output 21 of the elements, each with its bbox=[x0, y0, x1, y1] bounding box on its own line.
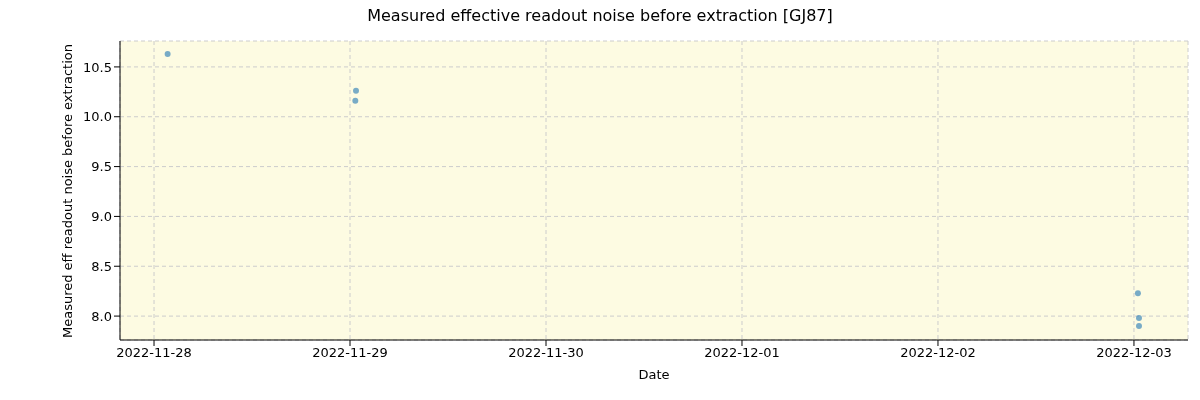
y-tick-label: 10.0 bbox=[83, 109, 112, 125]
x-tick-label: 2022-11-29 bbox=[312, 345, 388, 361]
point bbox=[352, 97, 359, 104]
point bbox=[164, 50, 171, 57]
y-tick-label: 9.5 bbox=[91, 159, 112, 175]
point bbox=[1136, 315, 1142, 322]
y-tick-label: 9.0 bbox=[91, 209, 112, 225]
point bbox=[1134, 290, 1141, 297]
y-tick-label: 8.0 bbox=[91, 308, 112, 324]
y-tick-label: 10.5 bbox=[83, 59, 112, 75]
x-tick-label: 2022-12-01 bbox=[704, 345, 780, 361]
x-tick-label: 2022-12-03 bbox=[1096, 345, 1172, 361]
chart-title: Measured effective readout noise before extraction [GJ87] bbox=[366, 6, 834, 25]
point bbox=[353, 87, 359, 94]
point bbox=[1136, 323, 1142, 330]
x-tick-label: 2022-11-28 bbox=[116, 345, 192, 361]
y-axis-title: Measured eff readout noise before extraction bbox=[59, 43, 75, 338]
y-tick-label: 8.5 bbox=[91, 258, 112, 274]
x-axis-title: Date bbox=[638, 367, 670, 382]
x-tick-label: 2022-12-02 bbox=[900, 345, 976, 361]
x-tick-label: 2022-11-30 bbox=[508, 345, 584, 361]
